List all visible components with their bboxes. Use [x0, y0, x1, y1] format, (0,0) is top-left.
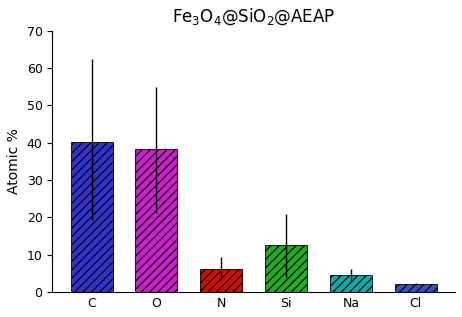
Y-axis label: Atomic %: Atomic %	[7, 128, 21, 194]
Bar	[330, 275, 372, 292]
Bar	[71, 142, 113, 292]
Bar	[265, 245, 307, 292]
Bar	[200, 268, 242, 292]
Title: Fe$_3$O$_4$@SiO$_2$@AEAP: Fe$_3$O$_4$@SiO$_2$@AEAP	[172, 7, 335, 28]
Bar	[395, 284, 437, 292]
Bar	[135, 149, 177, 292]
